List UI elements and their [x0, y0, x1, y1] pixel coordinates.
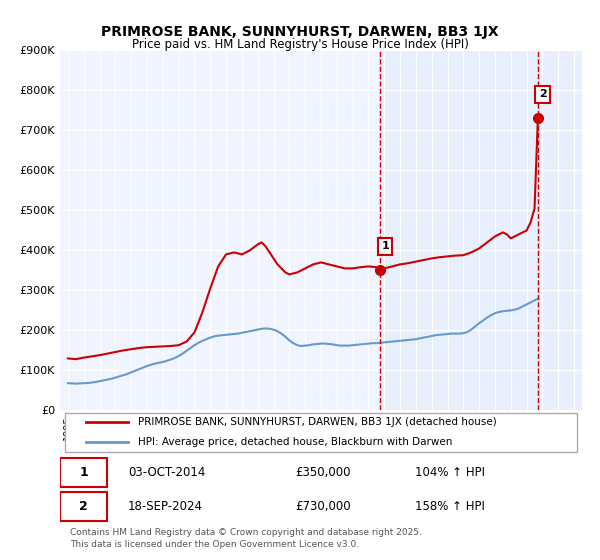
Text: 1: 1 — [79, 466, 88, 479]
Text: 03-OCT-2014: 03-OCT-2014 — [128, 466, 205, 479]
Text: HPI: Average price, detached house, Blackburn with Darwen: HPI: Average price, detached house, Blac… — [139, 436, 452, 446]
Text: 18-SEP-2024: 18-SEP-2024 — [128, 500, 203, 512]
Text: 2: 2 — [539, 90, 547, 100]
Bar — [380, 50, 538, 410]
FancyBboxPatch shape — [65, 413, 577, 452]
FancyBboxPatch shape — [60, 492, 107, 521]
Text: £350,000: £350,000 — [295, 466, 350, 479]
Text: 1: 1 — [381, 241, 389, 251]
Text: PRIMROSE BANK, SUNNYHURST, DARWEN, BB3 1JX: PRIMROSE BANK, SUNNYHURST, DARWEN, BB3 1… — [101, 25, 499, 39]
Text: 104% ↑ HPI: 104% ↑ HPI — [415, 466, 485, 479]
Text: Price paid vs. HM Land Registry's House Price Index (HPI): Price paid vs. HM Land Registry's House … — [131, 38, 469, 51]
Text: 158% ↑ HPI: 158% ↑ HPI — [415, 500, 485, 512]
Text: 2: 2 — [79, 500, 88, 512]
FancyBboxPatch shape — [60, 458, 107, 487]
Text: PRIMROSE BANK, SUNNYHURST, DARWEN, BB3 1JX (detached house): PRIMROSE BANK, SUNNYHURST, DARWEN, BB3 1… — [139, 418, 497, 427]
Bar — [538, 50, 582, 410]
Text: Contains HM Land Registry data © Crown copyright and database right 2025.
This d: Contains HM Land Registry data © Crown c… — [70, 529, 422, 549]
Text: £730,000: £730,000 — [295, 500, 350, 512]
